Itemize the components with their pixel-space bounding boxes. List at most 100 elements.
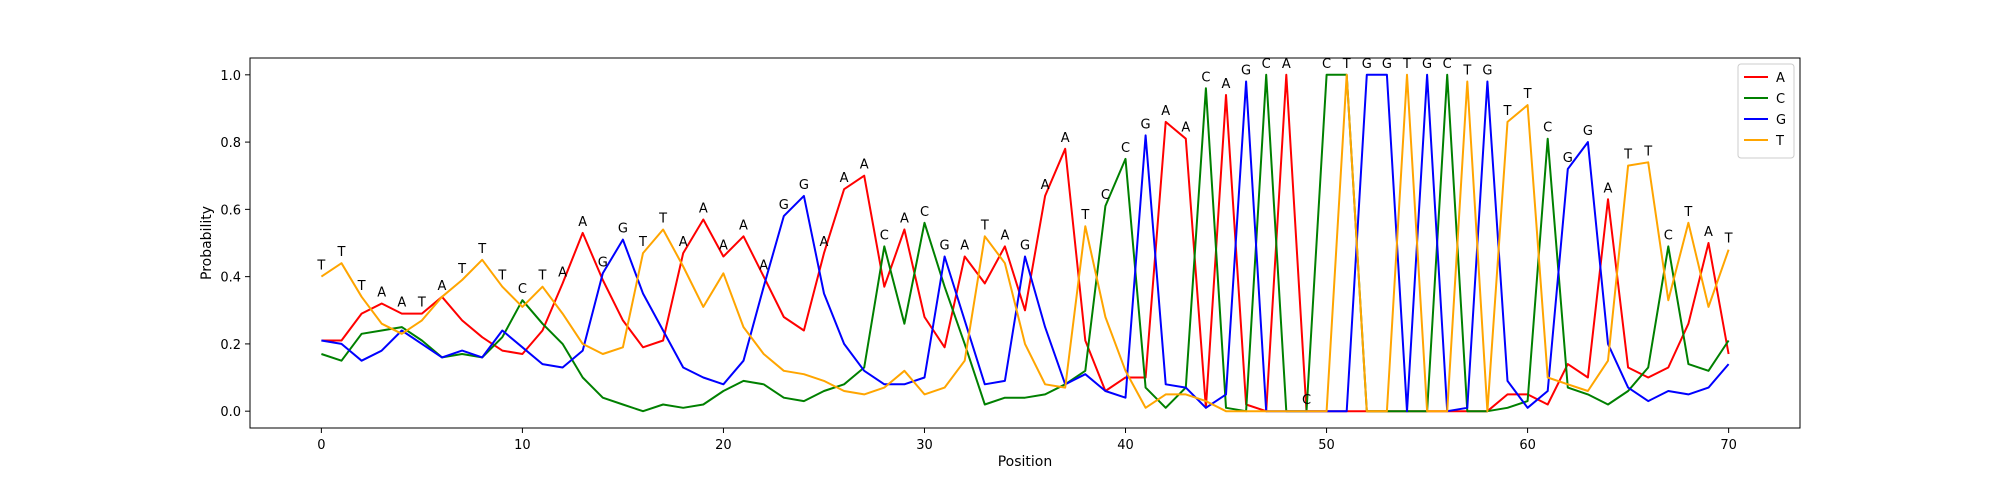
peak-label: G xyxy=(1563,151,1573,166)
peak-label: A xyxy=(558,265,567,280)
x-axis-label: Position xyxy=(998,454,1053,470)
peak-label: A xyxy=(860,158,869,173)
peak-label: A xyxy=(1041,178,1050,193)
peak-label: A xyxy=(1704,225,1713,240)
peak-label: T xyxy=(1724,232,1733,247)
peak-label: A xyxy=(377,286,386,301)
peak-label: C xyxy=(880,228,889,243)
y-tick-label: 0.0 xyxy=(220,405,241,420)
y-tick-label: 0.8 xyxy=(220,136,241,151)
peak-label: A xyxy=(1000,228,1009,243)
peak-label: C xyxy=(1443,57,1452,72)
peak-label: G xyxy=(1020,239,1030,254)
series-line-c xyxy=(321,73,1730,413)
peak-label: G xyxy=(1422,57,1432,72)
peak-label: A xyxy=(1161,104,1170,119)
x-tick-label: 40 xyxy=(1117,438,1134,453)
peak-label: A xyxy=(1222,77,1231,92)
data-lines xyxy=(320,73,1730,413)
peak-label: C xyxy=(1121,141,1130,156)
peak-label: T xyxy=(1080,208,1089,223)
x-axis: 0 10 20 30 40 50 60 70 xyxy=(317,428,1737,453)
peak-label: A xyxy=(820,235,829,250)
peak-label: A xyxy=(699,202,708,217)
peak-label: C xyxy=(1543,121,1552,136)
peak-label: A xyxy=(840,171,849,186)
peak-label: T xyxy=(538,269,547,284)
peak-label: C xyxy=(1664,228,1673,243)
x-tick-label: 50 xyxy=(1318,438,1335,453)
peak-label: T xyxy=(1503,104,1512,119)
x-tick-label: 70 xyxy=(1720,438,1737,453)
y-tick-label: 0.2 xyxy=(220,338,241,353)
peak-label: G xyxy=(940,239,950,254)
legend-label-g: G xyxy=(1776,113,1786,128)
peak-label: G xyxy=(1482,64,1492,79)
peak-label: C xyxy=(1322,57,1331,72)
peak-label: G xyxy=(598,255,608,270)
peak-label: G xyxy=(1583,124,1593,139)
peak-label: C xyxy=(920,205,929,220)
peak-label: A xyxy=(1181,121,1190,136)
peak-label: A xyxy=(759,259,768,274)
plot-frame xyxy=(249,57,1801,429)
y-tick-label: 0.6 xyxy=(220,203,241,218)
y-tick-label: 0.4 xyxy=(220,271,241,286)
peak-label: C xyxy=(1262,57,1271,72)
series-line-t xyxy=(320,73,1730,413)
peak-label: C xyxy=(1201,70,1210,85)
x-tick-label: 60 xyxy=(1519,438,1536,453)
peak-label: T xyxy=(457,262,466,277)
peak-label: G xyxy=(618,222,628,237)
legend-label-t: T xyxy=(1775,134,1784,149)
peak-label: G xyxy=(1382,57,1392,72)
peak-label: T xyxy=(357,279,366,294)
peak-label: T xyxy=(1643,144,1652,159)
peak-label: T xyxy=(638,235,647,250)
peak-label: T xyxy=(1402,57,1411,72)
legend-label-a: A xyxy=(1776,71,1785,86)
peak-label: A xyxy=(578,215,587,230)
x-tick-label: 0 xyxy=(317,438,325,453)
peak-label: A xyxy=(397,296,406,311)
peak-label: A xyxy=(1604,181,1613,196)
peak-label: A xyxy=(438,279,447,294)
peak-label: A xyxy=(679,235,688,250)
peak-label: A xyxy=(960,239,969,254)
peak-label: T xyxy=(316,259,325,274)
peak-label: G xyxy=(1241,64,1251,79)
peak-label: T xyxy=(497,269,506,284)
peak-label: T xyxy=(980,218,989,233)
peak-label: A xyxy=(719,239,728,254)
x-tick-label: 10 xyxy=(514,438,531,453)
peak-label: G xyxy=(1362,57,1372,72)
peak-label: C xyxy=(1302,393,1311,408)
peak-label: T xyxy=(1342,57,1351,72)
series-line-a xyxy=(321,73,1730,413)
y-axis-label: Probability xyxy=(199,206,215,280)
peak-label: A xyxy=(1061,131,1070,146)
x-tick-label: 20 xyxy=(715,438,732,453)
y-axis: 0.0 0.2 0.4 0.6 0.8 1.0 xyxy=(220,69,250,420)
peak-label: G xyxy=(779,198,789,213)
peak-label: T xyxy=(1623,148,1632,163)
peak-label: A xyxy=(739,218,748,233)
peak-label: T xyxy=(1683,205,1692,220)
peak-label: C xyxy=(518,282,527,297)
peak-label: T xyxy=(658,212,667,227)
legend-label-c: C xyxy=(1776,92,1785,107)
series-line-g xyxy=(321,73,1730,413)
peak-label: T xyxy=(1462,64,1471,79)
peak-label: G xyxy=(799,178,809,193)
y-tick-label: 1.0 xyxy=(220,69,241,84)
peak-label: T xyxy=(1523,87,1532,102)
legend-box xyxy=(1737,63,1795,159)
peak-label: C xyxy=(1101,188,1110,203)
peak-label: T xyxy=(417,296,426,311)
peak-label: T xyxy=(337,245,346,260)
peak-label: T xyxy=(477,242,486,257)
peak-label: G xyxy=(1141,117,1151,132)
